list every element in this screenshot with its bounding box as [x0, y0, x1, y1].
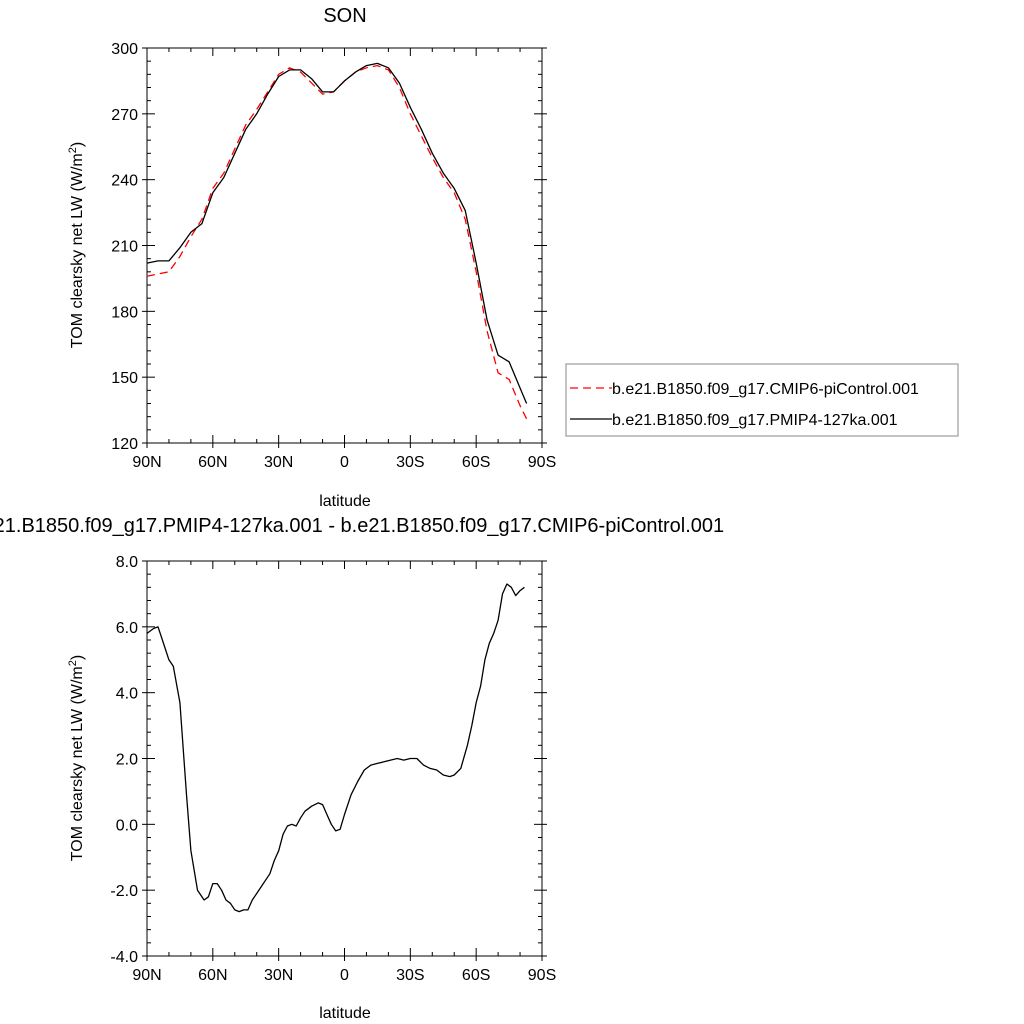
top-x-tick-label: 0 [340, 454, 349, 471]
top-panel: SON 90N 60N 30N 0 30S 60S 90S 120 150 180 210 240 27… [67, 5, 556, 510]
bottom-panel: b.e21.B1850.f09_g17.PMIP4-127ka.001 - b.… [0, 515, 724, 1022]
bottom-y-tick-label: 4.0 [116, 686, 138, 703]
bottom-ticks: 90N 60N 30N 0 30S 60S 90S -4.0 -2.0 0.0 2.0 4.0 6.0 8… [110, 554, 556, 984]
top-series-line-1 [146, 62, 528, 404]
top-x-tick-label: 30S [396, 454, 424, 471]
top-x-axis-label: latitude [319, 493, 371, 510]
top-y-tick-label: 150 [111, 370, 138, 387]
top-x-tick-label: 90N [132, 454, 161, 471]
top-x-tick-label: 90S [528, 454, 556, 471]
top-x-tick-label: 30N [264, 454, 293, 471]
top-series-line-0 [146, 64, 528, 420]
bottom-x-tick-label: 30N [264, 967, 293, 984]
bottom-y-tick-label: 0.0 [116, 817, 138, 834]
top-y-tick-label: 210 [111, 239, 138, 256]
bottom-plot-frame [146, 560, 543, 957]
bottom-y-tick-label: 8.0 [116, 554, 138, 571]
legend-item-127ka: b.e21.B1850.f09_g17.PMIP4-127ka.001 [612, 412, 898, 429]
bottom-series [146, 583, 525, 913]
top-y-tick-label: 120 [111, 436, 138, 453]
bottom-y-tick-label: 2.0 [116, 752, 138, 769]
top-plot-title: SON [323, 5, 366, 27]
bottom-y-tick-label: 6.0 [116, 620, 138, 637]
bottom-series-line-0 [146, 583, 525, 913]
bottom-x-axis-label: latitude [319, 1005, 371, 1022]
top-y-tick-label: 240 [111, 173, 138, 190]
top-series [146, 62, 528, 420]
bottom-x-tick-label: 30S [396, 967, 424, 984]
bottom-x-tick-label: 60S [462, 967, 490, 984]
top-plot-frame [146, 47, 543, 444]
bottom-y-axis-label: TOM clearsky net LW (W/m2) [67, 655, 86, 861]
top-y-axis-label: TOM clearsky net LW (W/m2) [67, 142, 86, 348]
bottom-y-tick-label: -4.0 [110, 949, 138, 966]
top-y-tick-label: 300 [111, 41, 138, 58]
top-y-tick-label: 180 [111, 304, 138, 321]
legend-item-picontrol: b.e21.B1850.f09_g17.CMIP6-piControl.001 [612, 381, 919, 398]
bottom-y-tick-label: -2.0 [110, 883, 138, 900]
bottom-x-tick-label: 90S [528, 967, 556, 984]
bottom-x-tick-label: 90N [132, 967, 161, 984]
legend-box [565, 363, 959, 437]
top-ticks: 90N 60N 30N 0 30S 60S 90S 120 150 180 210 240 270 300 [111, 41, 556, 471]
bottom-plot-title: b.e21.B1850.f09_g17.PMIP4-127ka.001 - b.… [0, 515, 724, 537]
top-y-tick-label: 270 [111, 107, 138, 124]
legend: b.e21.B1850.f09_g17.CMIP6-piControl.001 … [565, 363, 959, 437]
bottom-x-tick-label: 60N [198, 967, 227, 984]
bottom-x-tick-label: 0 [340, 967, 349, 984]
top-x-tick-label: 60N [198, 454, 227, 471]
top-x-tick-label: 60S [462, 454, 490, 471]
